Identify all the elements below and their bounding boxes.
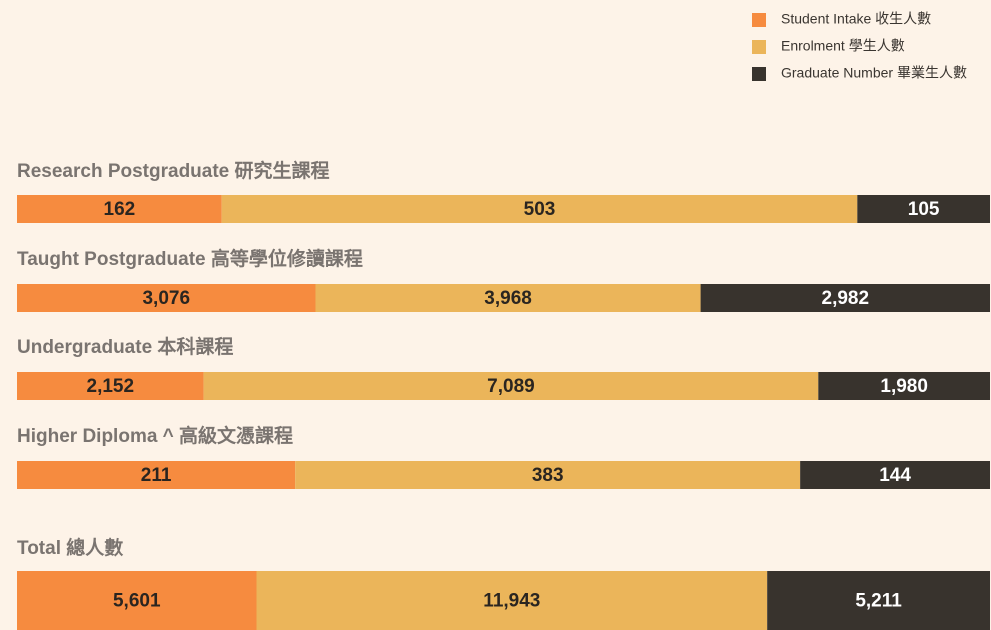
value-label: 11,943 <box>483 591 540 612</box>
legend-swatch <box>752 13 766 27</box>
bar-segment <box>857 195 990 223</box>
category-label: Total 總人數 <box>17 536 123 559</box>
bar-segment <box>17 372 204 400</box>
category-label: Undergraduate 本科課程 <box>17 335 233 358</box>
legend-swatch <box>752 67 766 81</box>
value-label: 7,089 <box>487 376 535 397</box>
bar-segment <box>315 284 701 312</box>
value-label: 3,968 <box>484 288 532 309</box>
bar-segment <box>700 284 990 312</box>
bar-segment <box>767 571 990 630</box>
value-label: 2,152 <box>87 376 135 397</box>
value-label: 5,601 <box>113 591 161 612</box>
category-label: Taught Postgraduate 高等學位修讀課程 <box>17 247 363 270</box>
value-label: 1,980 <box>880 376 928 397</box>
value-label: 211 <box>141 465 172 486</box>
value-label: 105 <box>908 199 940 220</box>
bar-segment <box>17 284 316 312</box>
bar-segment <box>17 571 257 630</box>
bar-segment <box>17 461 296 489</box>
bar-segment <box>256 571 768 630</box>
legend-label: Enrolment 學生人數 <box>781 38 905 54</box>
bar-segment <box>221 195 858 223</box>
legend-label: Graduate Number 畢業生人數 <box>781 65 967 81</box>
legend-swatch <box>752 40 766 54</box>
bar-segment <box>800 461 990 489</box>
bar-segment <box>295 461 801 489</box>
value-label: 162 <box>104 199 136 220</box>
value-label: 3,076 <box>142 288 190 309</box>
category-label: Higher Diploma ^ 高級文憑課程 <box>17 424 293 447</box>
value-label: 144 <box>879 465 911 486</box>
bar-segment <box>203 372 819 400</box>
value-label: 5,211 <box>855 591 902 612</box>
category-label: Research Postgraduate 研究生課程 <box>17 159 330 182</box>
value-label: 383 <box>532 465 564 486</box>
value-label: 2,982 <box>822 288 870 309</box>
value-label: 503 <box>524 199 556 220</box>
legend-label: Student Intake 收生人數 <box>781 11 931 27</box>
bar-segment <box>818 372 990 400</box>
bar-segment <box>17 195 222 223</box>
